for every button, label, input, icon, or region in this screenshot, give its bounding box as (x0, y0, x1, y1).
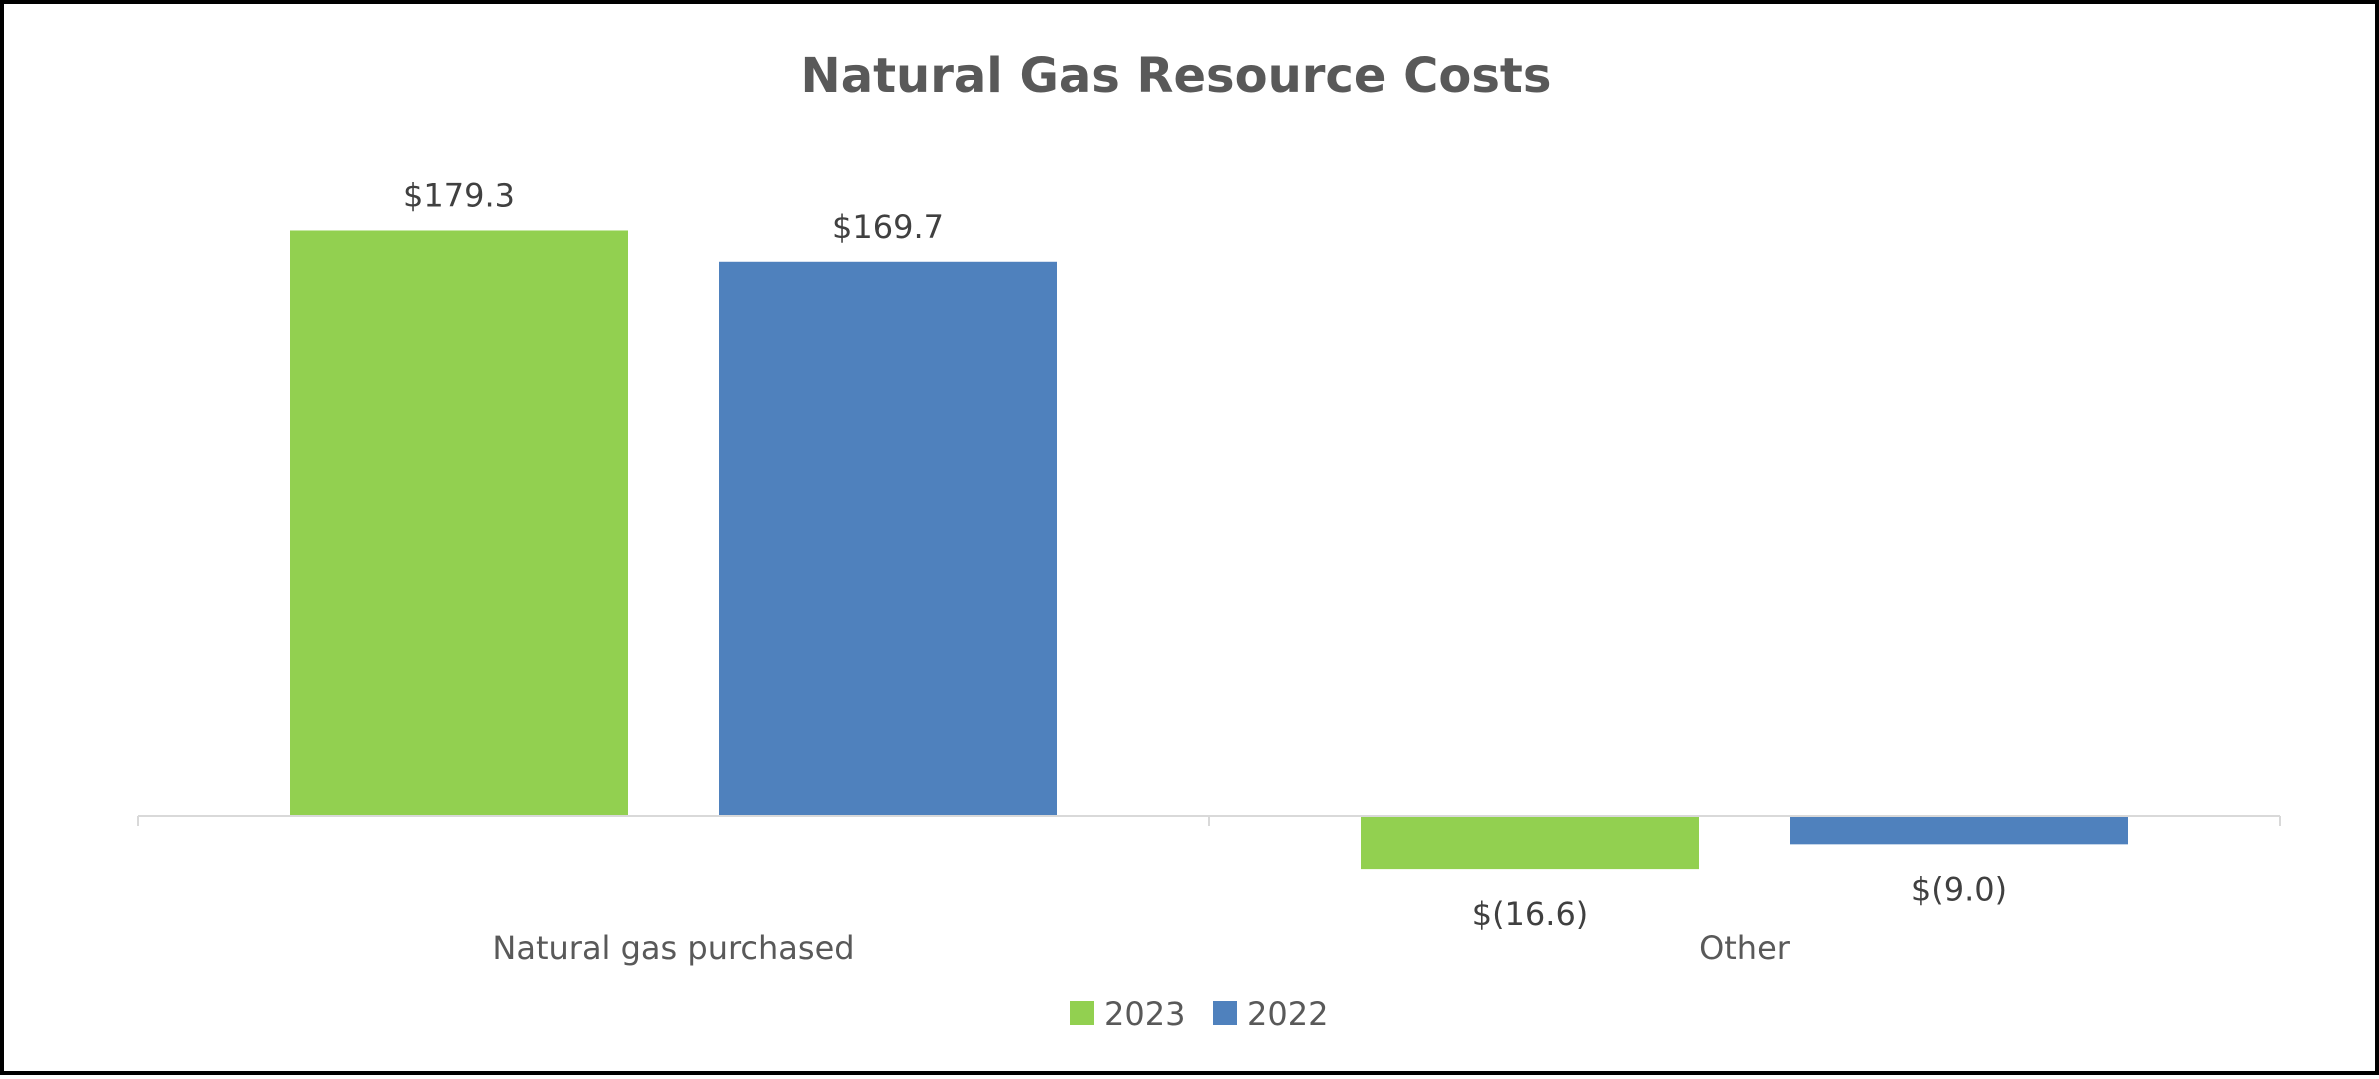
category-label-natural-gas-purchased: Natural gas purchased (492, 929, 854, 967)
plot-area: $179.3 $169.7 Natural gas purchased $(16.6)… (137, 176, 2281, 967)
bar-other-2022 (1790, 815, 2128, 845)
data-label-other-2023: $(16.6) (1472, 895, 1589, 933)
legend-label-2022: 2022 (1247, 995, 1328, 1033)
data-label-natural-gas-purchased-2022: $169.7 (832, 208, 944, 246)
data-label-other-2022: $(9.0) (1911, 870, 2007, 908)
bar-other-2023 (1361, 815, 1699, 870)
legend-swatch-2022 (1213, 1001, 1237, 1025)
legend-swatch-2023 (1070, 1001, 1094, 1025)
chart-canvas: Natural Gas Resource Costs $179.3 $169.7 N… (137, 48, 2281, 1033)
data-label-natural-gas-purchased-2023: $179.3 (403, 176, 515, 214)
legend-label-2023: 2023 (1104, 995, 1185, 1033)
category-label-other: Other (1699, 929, 1791, 967)
chart-title: Natural Gas Resource Costs (801, 48, 1552, 104)
legend: 2023 2022 (1070, 995, 1328, 1033)
bar-natural-gas-purchased-2023 (290, 230, 628, 815)
bar-natural-gas-purchased-2022 (719, 261, 1057, 815)
